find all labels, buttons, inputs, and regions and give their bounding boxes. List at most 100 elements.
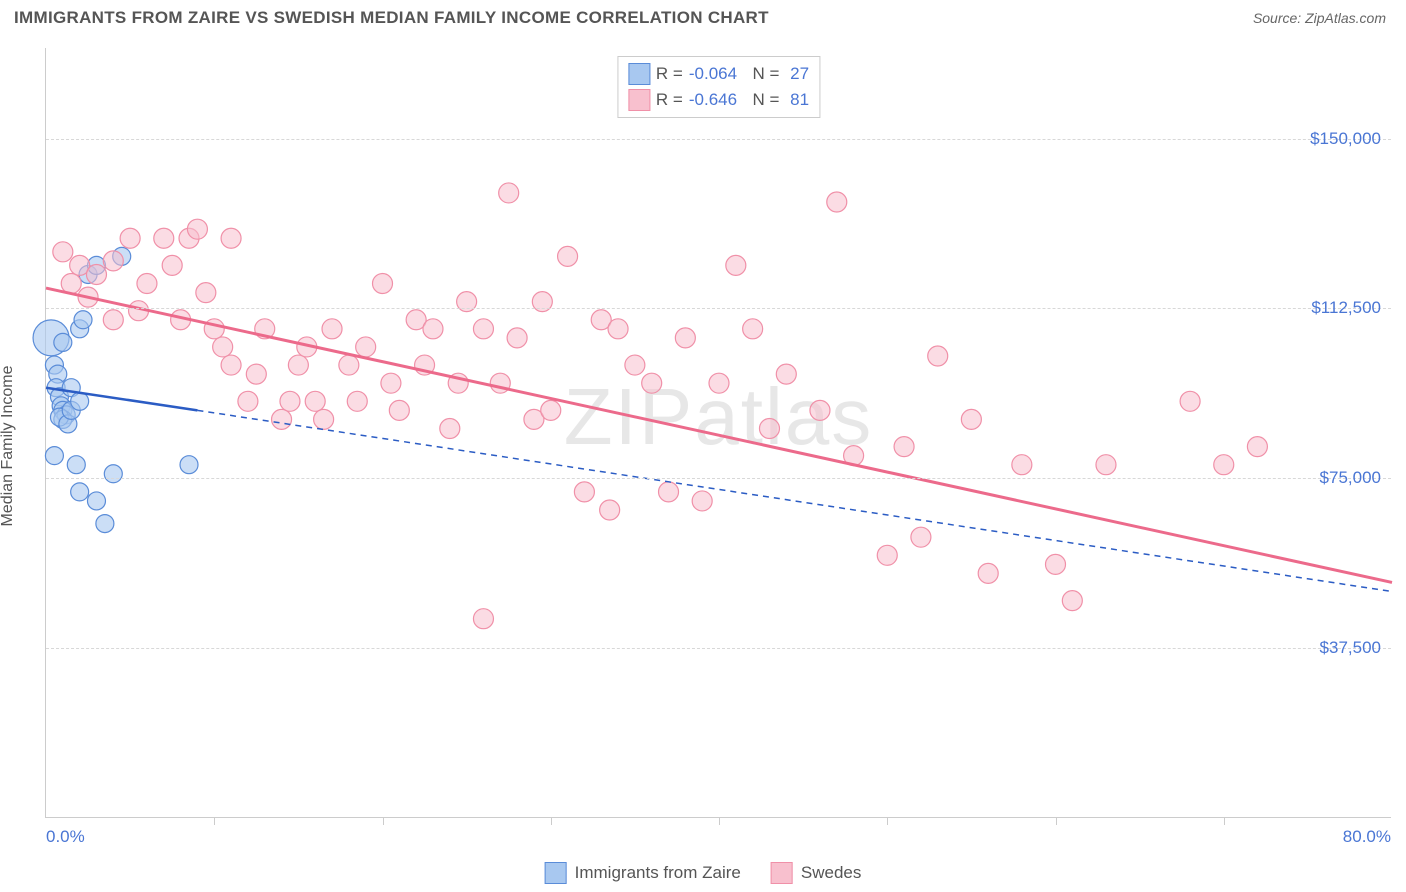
data-point — [928, 346, 948, 366]
gridline — [46, 308, 1391, 309]
y-tick-label: $150,000 — [1310, 129, 1381, 149]
data-point — [180, 456, 198, 474]
x-tick — [383, 817, 384, 825]
data-point — [71, 483, 89, 501]
data-point — [103, 251, 123, 271]
x-tick — [887, 817, 888, 825]
data-point — [74, 311, 92, 329]
data-point — [659, 482, 679, 502]
y-tick-label: $75,000 — [1320, 468, 1381, 488]
data-point — [1046, 554, 1066, 574]
data-point — [45, 447, 63, 465]
x-min-label: 0.0% — [46, 827, 85, 847]
correlation-legend: R = -0.064 N = 27 R = -0.646 N = 81 — [617, 56, 820, 118]
data-point — [238, 391, 258, 411]
data-point — [389, 400, 409, 420]
data-point — [67, 456, 85, 474]
data-point — [558, 246, 578, 266]
data-point — [473, 609, 493, 629]
data-point — [1180, 391, 1200, 411]
legend-stat-label: N = — [743, 64, 779, 84]
data-point — [71, 392, 89, 410]
data-point — [196, 283, 216, 303]
data-point — [221, 228, 241, 248]
trend-line — [46, 288, 1392, 582]
legend-n-value: 81 — [785, 90, 809, 110]
data-point — [499, 183, 519, 203]
chart-source: Source: ZipAtlas.com — [1253, 10, 1386, 26]
data-point — [642, 373, 662, 393]
data-point — [187, 219, 207, 239]
chart-plot-area: ZIPatlas R = -0.064 N = 27 R = -0.646 N … — [45, 48, 1391, 818]
data-point — [103, 310, 123, 330]
data-point — [104, 465, 122, 483]
y-tick-label: $112,500 — [1311, 298, 1381, 318]
data-point — [440, 418, 460, 438]
data-point — [272, 409, 292, 429]
data-point — [507, 328, 527, 348]
data-point — [709, 373, 729, 393]
trend-line-extension — [197, 410, 1392, 591]
data-point — [726, 255, 746, 275]
data-point — [305, 391, 325, 411]
data-point — [1012, 455, 1032, 475]
legend-swatch — [628, 63, 650, 85]
x-tick — [719, 817, 720, 825]
data-point — [608, 319, 628, 339]
legend-n-value: 27 — [785, 64, 809, 84]
data-point — [776, 364, 796, 384]
data-point — [574, 482, 594, 502]
y-tick-label: $37,500 — [1320, 638, 1381, 658]
data-point — [894, 437, 914, 457]
chart-header: IMMIGRANTS FROM ZAIRE VS SWEDISH MEDIAN … — [0, 0, 1406, 32]
data-point — [96, 515, 114, 533]
data-point — [54, 333, 72, 351]
data-point — [961, 409, 981, 429]
legend-row: R = -0.646 N = 81 — [628, 87, 809, 113]
chart-title: IMMIGRANTS FROM ZAIRE VS SWEDISH MEDIAN … — [14, 8, 769, 28]
data-point — [1247, 437, 1267, 457]
data-point — [120, 228, 140, 248]
legend-series-label: Swedes — [801, 863, 861, 883]
legend-r-value: -0.064 — [689, 64, 737, 84]
data-point — [743, 319, 763, 339]
data-point — [473, 319, 493, 339]
data-point — [423, 319, 443, 339]
data-point — [213, 337, 233, 357]
data-point — [87, 492, 105, 510]
legend-swatch — [545, 862, 567, 884]
x-tick — [214, 817, 215, 825]
data-point — [600, 500, 620, 520]
data-point — [625, 355, 645, 375]
legend-series-item: Swedes — [771, 862, 861, 884]
data-point — [541, 400, 561, 420]
data-point — [339, 355, 359, 375]
x-tick — [1224, 817, 1225, 825]
data-point — [373, 274, 393, 294]
data-point — [978, 563, 998, 583]
data-point — [288, 355, 308, 375]
x-tick — [551, 817, 552, 825]
data-point — [314, 409, 334, 429]
gridline — [46, 648, 1391, 649]
legend-series-label: Immigrants from Zaire — [575, 863, 741, 883]
data-point — [877, 545, 897, 565]
legend-stat-label: R = — [656, 64, 683, 84]
data-point — [154, 228, 174, 248]
gridline — [46, 478, 1391, 479]
data-point — [911, 527, 931, 547]
x-tick — [1056, 817, 1057, 825]
data-point — [356, 337, 376, 357]
legend-r-value: -0.646 — [689, 90, 737, 110]
x-max-label: 80.0% — [1343, 827, 1391, 847]
data-point — [1214, 455, 1234, 475]
data-point — [810, 400, 830, 420]
legend-series-item: Immigrants from Zaire — [545, 862, 741, 884]
data-point — [246, 364, 266, 384]
legend-swatch — [628, 89, 650, 111]
data-point — [86, 264, 106, 284]
data-point — [1096, 455, 1116, 475]
legend-stat-label: R = — [656, 90, 683, 110]
data-point — [827, 192, 847, 212]
data-point — [162, 255, 182, 275]
